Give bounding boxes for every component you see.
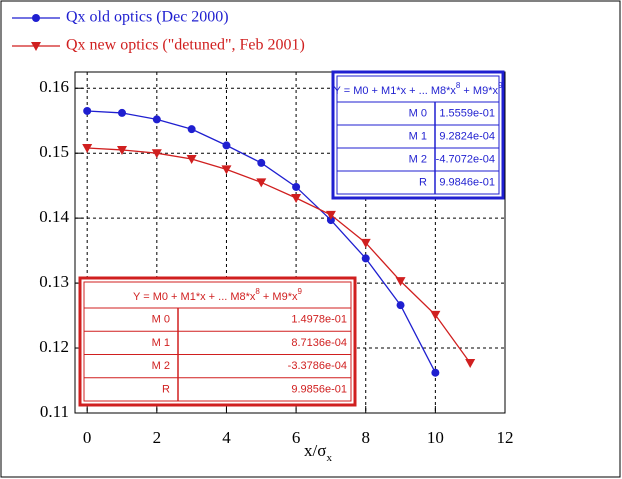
x-tick-label: 2 [153, 428, 162, 447]
fit-title-part: 8 [456, 81, 461, 90]
marker [222, 141, 231, 150]
y-tick-label: 0.16 [39, 77, 69, 96]
x-tick-label: 10 [427, 428, 444, 447]
fit-table-inner [336, 75, 500, 195]
fit-title-part: + M9*x [260, 291, 298, 303]
marker [186, 155, 197, 165]
marker [325, 210, 336, 220]
fit-row-label: M 1 [409, 130, 427, 142]
fit-row-label: M 2 [409, 153, 427, 165]
fit-title-part: + M9*x [460, 85, 498, 97]
fit-row-value: 9.2824e-04 [439, 130, 495, 142]
fit-row-label: R [162, 383, 170, 395]
marker [187, 125, 196, 134]
marker [395, 277, 406, 287]
fit-title-part: 9 [297, 287, 302, 296]
fit-row-label: M 0 [152, 314, 170, 326]
y-tick-label: 0.13 [39, 272, 69, 291]
fit-row-value: 9.9846e-01 [439, 176, 495, 188]
marker [396, 301, 405, 310]
fit-row-value: 8.7136e-04 [291, 337, 347, 349]
marker [361, 254, 370, 263]
legend-marker [32, 14, 40, 22]
marker [82, 143, 93, 153]
fit-table-title: Y = M0 + M1*x + ... M8*x8 + M9*x9 [133, 287, 302, 303]
fit-table-inner [83, 281, 352, 402]
x-tick-label: 8 [361, 428, 370, 447]
x-tick-label: 4 [222, 428, 231, 447]
fit-table-bg [331, 70, 505, 200]
marker [118, 108, 127, 117]
fit-row-value: -3.3786e-04 [288, 360, 347, 372]
y-tick-label: 0.15 [39, 142, 69, 161]
fit-row-value: -4.7072e-04 [436, 153, 495, 165]
marker [256, 178, 267, 188]
fit-row-value: 9.9856e-01 [291, 383, 347, 395]
fit-row-label: R [419, 176, 427, 188]
fit-row-value: 1.4978e-01 [291, 314, 347, 326]
marker [430, 310, 441, 320]
fit-row-label: M 2 [152, 360, 170, 372]
fit-title-part: Y = M0 + M1*x + ... M8*x [334, 85, 457, 97]
fit-row-value: 1.5559e-01 [439, 107, 495, 119]
fit-table-bg [78, 276, 357, 407]
marker [221, 165, 232, 175]
x-tick-label: 12 [497, 428, 514, 447]
fit-table-title: Y = M0 + M1*x + ... M8*x8 + M9*x9 [334, 81, 503, 97]
marker [291, 194, 302, 204]
marker [152, 115, 161, 124]
y-tick-label: 0.14 [39, 207, 69, 226]
legend-marker [31, 42, 41, 51]
x-tick-label: 6 [292, 428, 301, 447]
fit-row-label: M 0 [409, 107, 427, 119]
marker [465, 358, 476, 368]
legend-label: Qx new optics ("detuned", Feb 2001) [66, 37, 305, 54]
marker [83, 106, 92, 115]
marker [326, 216, 335, 225]
fit-title-part: 9 [498, 81, 503, 90]
marker [431, 368, 440, 377]
marker [257, 158, 266, 167]
series-line [87, 147, 471, 364]
x-axis-label: x/σx [304, 441, 332, 464]
marker [117, 145, 128, 155]
marker [292, 182, 301, 191]
marker [151, 149, 162, 159]
legend-label: Qx old optics (Dec 2000) [66, 9, 229, 26]
y-tick-label: 0.12 [39, 337, 69, 356]
fit-title-part: 8 [255, 287, 260, 296]
x-axis-label-main: x/σ [304, 441, 326, 460]
x-tick-label: 0 [83, 428, 92, 447]
fit-row-label: M 1 [152, 337, 170, 349]
marker [360, 238, 371, 248]
y-tick-label: 0.11 [40, 402, 69, 421]
x-axis-label-sub: x [326, 452, 332, 464]
plot-frame [74, 71, 506, 414]
fit-title-part: Y = M0 + M1*x + ... M8*x [133, 291, 256, 303]
